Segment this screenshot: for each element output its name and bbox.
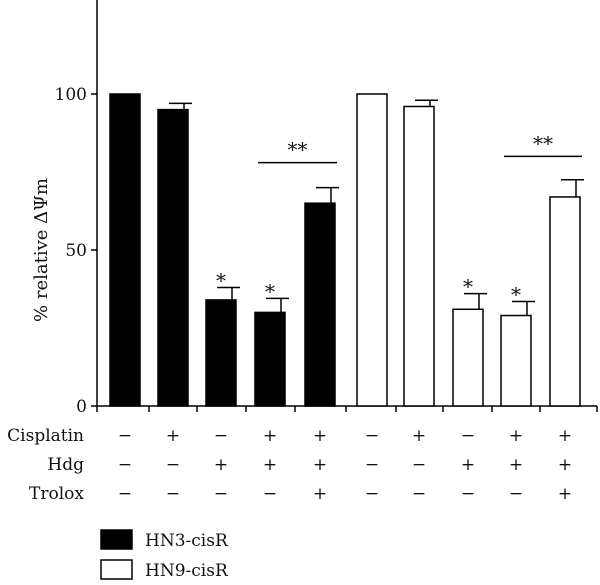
treatment-sign: + (509, 426, 523, 446)
treatment-sign: − (118, 484, 132, 504)
comparison-label: ** (533, 131, 553, 155)
treatment-sign: + (313, 455, 327, 475)
bar-hn9-4 (500, 314, 532, 407)
significance-mark: * (265, 279, 275, 303)
bar-hn3-1 (109, 93, 141, 407)
bar-hn3-4 (254, 311, 286, 407)
treatment-sign: + (313, 484, 327, 504)
treatment-sign: − (461, 484, 475, 504)
treatment-sign: − (214, 426, 228, 446)
treatment-sign: − (365, 455, 379, 475)
treatment-sign: − (118, 455, 132, 475)
y-tick-label: 100 (55, 85, 87, 105)
legend-swatch-hn9 (100, 559, 133, 580)
treatment-sign: − (365, 426, 379, 446)
bar-hn9-5 (549, 196, 581, 407)
treatment-sign: − (166, 484, 180, 504)
treatment-label: Hdg (47, 455, 84, 475)
bar-hn9-3 (452, 308, 484, 407)
y-axis-label: % relative ΔΨm (31, 178, 52, 322)
bar-hn3-3 (205, 299, 237, 407)
bar-hn3-2 (157, 108, 189, 407)
bar-hn9-1 (356, 93, 388, 407)
bar-hn3-5 (304, 202, 336, 407)
treatment-sign: + (412, 426, 426, 446)
legend: HN3-cisR HN9-cisR (100, 529, 229, 581)
treatment-sign: + (263, 455, 277, 475)
bars-layer (109, 93, 584, 407)
treatment-sign: + (461, 455, 475, 475)
significance-mark: * (463, 275, 473, 299)
treatment-sign: + (558, 484, 572, 504)
treatment-sign: + (263, 426, 277, 446)
treatment-sign: + (509, 455, 523, 475)
annotation-layer: * * * *** ** (216, 131, 582, 306)
treatment-sign: + (558, 426, 572, 446)
treatment-sign: − (412, 484, 426, 504)
treatment-sign: − (461, 426, 475, 446)
treatment-label: Trolox (29, 484, 84, 504)
treatment-sign: − (412, 455, 426, 475)
legend-label-hn3: HN3-cisR (145, 531, 229, 551)
treatment-label: Cisplatin (7, 426, 84, 446)
bar-hn9-2 (403, 105, 435, 407)
y-tick-label: 50 (65, 241, 87, 261)
significance-mark: * (511, 282, 521, 306)
treatment-sign: − (118, 426, 132, 446)
treatment-sign: − (166, 455, 180, 475)
treatment-sign: + (214, 455, 228, 475)
treatment-sign: − (509, 484, 523, 504)
treatment-sign: − (263, 484, 277, 504)
legend-label-hn9: HN9-cisR (145, 561, 229, 581)
treatment-sign: − (214, 484, 228, 504)
treatment-sign: + (166, 426, 180, 446)
treatment-sign: + (313, 426, 327, 446)
treatment-sign: + (558, 455, 572, 475)
significance-mark: * (216, 268, 226, 292)
y-tick-label: 0 (76, 397, 87, 417)
treatment-table: Cisplatin − + − + + − + − + + Hdg − − + + + − − + + + Trolox − −… (7, 426, 572, 504)
comparison-label: ** (288, 138, 308, 162)
legend-swatch-hn3 (100, 529, 133, 550)
treatment-sign: − (365, 484, 379, 504)
